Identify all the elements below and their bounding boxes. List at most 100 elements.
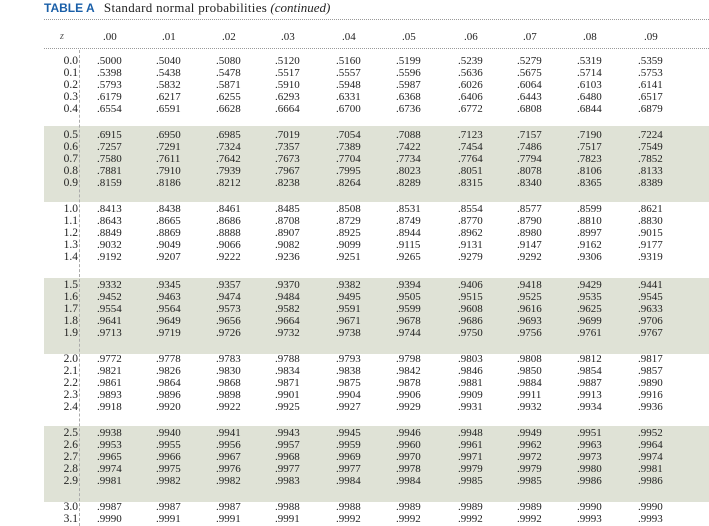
probability-cell: .8849 [97, 227, 122, 239]
probability-cell: .7764 [458, 153, 483, 165]
probability-cell: .8389 [638, 177, 663, 189]
probability-cell: .9793 [336, 353, 361, 365]
probability-cell: .7389 [336, 141, 361, 153]
table-row: 3.1 .9990 .9991 .9991 .9991 .9992 .9992 .9992 .9… [44, 513, 709, 525]
probability-cell: .9989 [458, 501, 483, 513]
probability-cell: .6255 [216, 91, 241, 103]
shaded-band [44, 278, 709, 354]
column-header: .05 [402, 31, 416, 43]
z-value: 3.1 [63, 513, 78, 525]
probability-cell: .9846 [458, 365, 483, 377]
z-value: 2.3 [63, 389, 78, 401]
probability-cell: .5714 [577, 67, 602, 79]
table-row: 2.4 .9918 .9920 .9922 .9925 .9927 .9929 .9931 .9… [44, 401, 709, 413]
probability-cell: .9357 [216, 279, 241, 291]
probability-cell: .8907 [275, 227, 300, 239]
probability-cell: .6406 [458, 91, 483, 103]
probability-cell: .9706 [638, 315, 663, 327]
probability-cell: .9983 [275, 475, 300, 487]
probability-cell: .9985 [458, 475, 483, 487]
probability-cell: .9817 [638, 353, 663, 365]
probability-cell: .8888 [216, 227, 241, 239]
probability-cell: .9988 [275, 501, 300, 513]
table-row: 1.8 .9641 .9649 .9656 .9664 .9671 .9678 .9686 .9… [44, 315, 709, 327]
probability-cell: .8238 [275, 177, 300, 189]
z-value: 0.0 [63, 55, 78, 67]
probability-cell: .9778 [156, 353, 181, 365]
probability-cell: .9938 [97, 427, 122, 439]
probability-cell: .9686 [458, 315, 483, 327]
table-row: 1.1 .8643 .8665 .8686 .8708 .8729 .8749 .8770 .8… [44, 215, 709, 227]
probability-cell: .9564 [156, 303, 181, 315]
probability-cell: .9345 [156, 279, 181, 291]
probability-cell: .9979 [517, 463, 542, 475]
probability-cell: .9871 [275, 377, 300, 389]
probability-cell: .9738 [336, 327, 361, 339]
probability-cell: .9664 [275, 315, 300, 327]
probability-cell: .9977 [275, 463, 300, 475]
probability-cell: .9826 [156, 365, 181, 377]
probability-cell: .9989 [396, 501, 421, 513]
probability-cell: .9945 [336, 427, 361, 439]
probability-cell: .9961 [458, 439, 483, 451]
z-value: 2.2 [63, 377, 78, 389]
column-header-row: z .00 .01 .02 .03 .04 .05 .06 .07 .08 .09 [44, 29, 709, 45]
z-value: 2.7 [63, 451, 78, 463]
probability-cell: .9279 [458, 251, 483, 263]
probability-cell: .6844 [577, 103, 602, 115]
probability-cell: .5359 [638, 55, 663, 67]
probability-cell: .6985 [216, 129, 241, 141]
probability-cell: .9990 [97, 513, 122, 525]
probability-cell: .6064 [517, 79, 542, 91]
probability-cell: .9962 [517, 439, 542, 451]
probability-cell: .9977 [336, 463, 361, 475]
top-rule [44, 19, 709, 20]
probability-cell: .9265 [396, 251, 421, 263]
z-value: 2.5 [63, 427, 78, 439]
probability-cell: .9554 [97, 303, 122, 315]
column-header: .03 [281, 31, 295, 43]
probability-cell: .9633 [638, 303, 663, 315]
probability-cell: .9474 [216, 291, 241, 303]
probability-cell: .5000 [97, 55, 122, 67]
table-row: 0.3 .6179 .6217 .6255 .6293 .6331 .6368 .6406 .6… [44, 91, 709, 103]
column-header: .08 [583, 31, 597, 43]
probability-cell: .8365 [577, 177, 602, 189]
probability-cell: .9616 [517, 303, 542, 315]
probability-cell: .7486 [517, 141, 542, 153]
table-title: TABLE A Standard normal probabilities (c… [44, 0, 330, 18]
probability-cell: .9713 [97, 327, 122, 339]
probability-cell: .9881 [458, 377, 483, 389]
probability-cell: .9292 [517, 251, 542, 263]
probability-cell: .9761 [577, 327, 602, 339]
probability-cell: .8643 [97, 215, 122, 227]
probability-cell: .8485 [275, 203, 300, 215]
probability-cell: .9608 [458, 303, 483, 315]
probability-cell: .9955 [156, 439, 181, 451]
probability-cell: .7734 [396, 153, 421, 165]
probability-cell: .9957 [275, 439, 300, 451]
probability-cell: .9812 [577, 353, 602, 365]
probability-cell: .9916 [638, 389, 663, 401]
probability-cell: .8264 [336, 177, 361, 189]
probability-cell: .6628 [216, 103, 241, 115]
probability-cell: .5080 [216, 55, 241, 67]
probability-cell: .7549 [638, 141, 663, 153]
z-value: 1.3 [63, 239, 78, 251]
probability-cell: .9868 [216, 377, 241, 389]
probability-cell: .7422 [396, 141, 421, 153]
probability-cell: .9976 [216, 463, 241, 475]
probability-cell: .8577 [517, 203, 542, 215]
probability-cell: .9207 [156, 251, 181, 263]
probability-cell: .9949 [517, 427, 542, 439]
z-value: 0.6 [63, 141, 78, 153]
probability-cell: .9984 [336, 475, 361, 487]
probability-cell: .9896 [156, 389, 181, 401]
z-value: 0.4 [63, 103, 78, 115]
column-header: .07 [523, 31, 537, 43]
probability-cell: .9973 [577, 451, 602, 463]
probability-cell: .8770 [458, 215, 483, 227]
probability-cell: .6368 [396, 91, 421, 103]
probability-cell: .9929 [396, 401, 421, 413]
probability-cell: .9978 [396, 463, 421, 475]
